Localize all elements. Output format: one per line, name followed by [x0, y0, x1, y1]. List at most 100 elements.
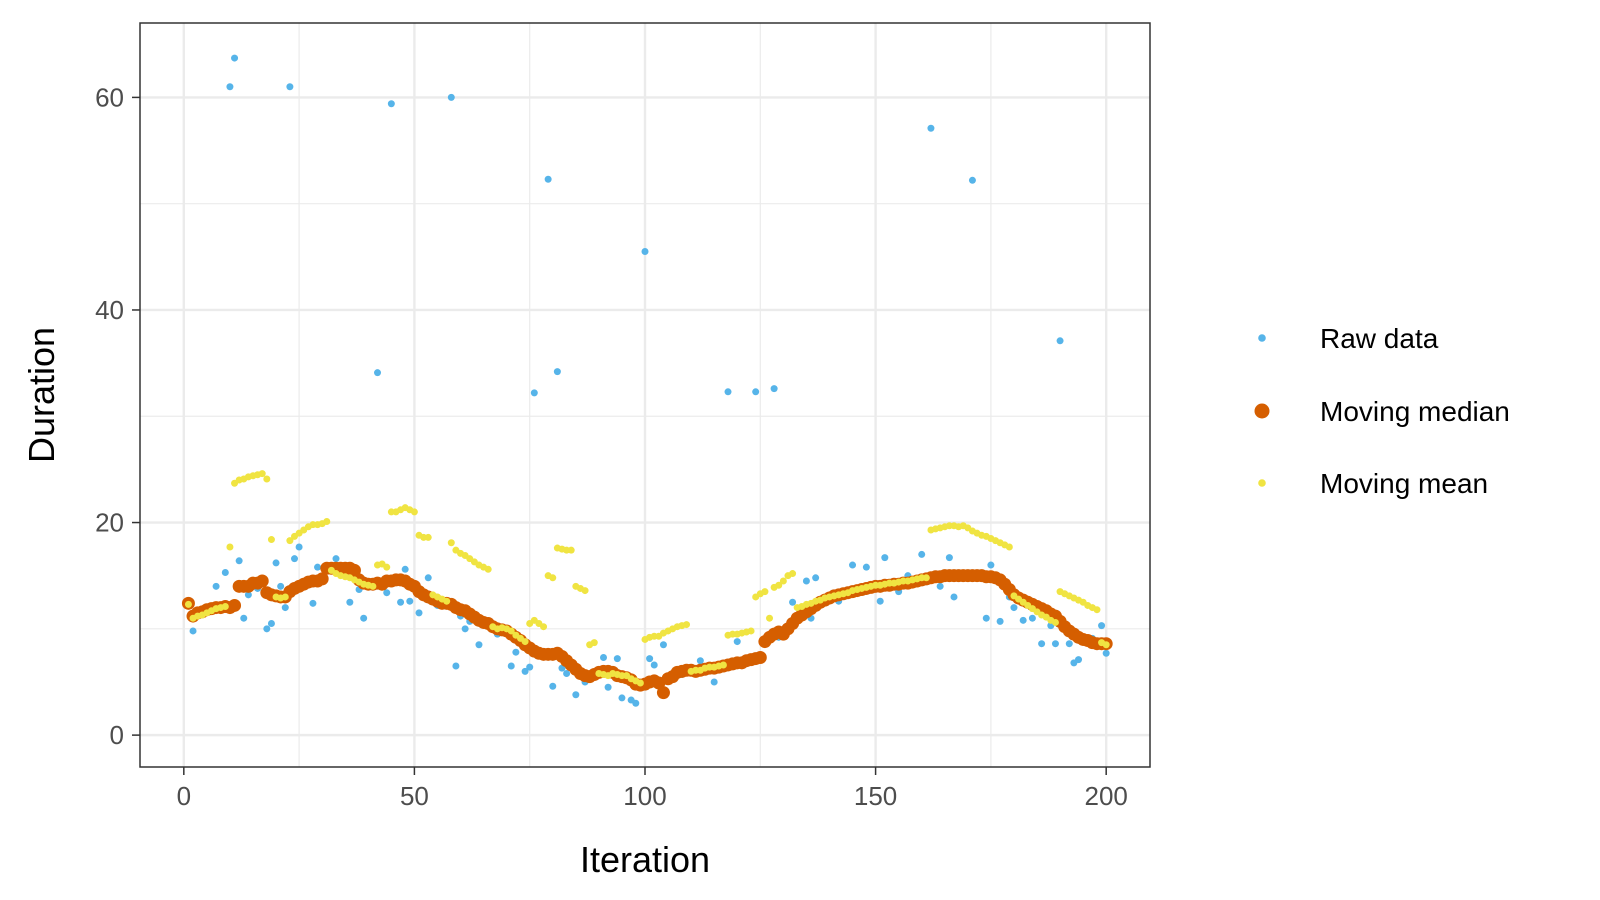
- raw-data-point: [447, 93, 455, 101]
- moving-mean-point: [286, 537, 294, 545]
- raw-data-point: [1056, 337, 1064, 345]
- raw-data-point: [212, 582, 220, 590]
- raw-data-point: [383, 589, 391, 597]
- legend-label-moving-mean: Moving mean: [1320, 468, 1488, 499]
- raw-data-point: [452, 662, 460, 670]
- raw-data-point: [272, 559, 280, 567]
- raw-data-point: [332, 555, 340, 563]
- moving-mean-point: [636, 679, 644, 687]
- x-tick-label: 50: [400, 781, 429, 811]
- moving-mean-point: [789, 570, 797, 578]
- raw-data-point: [530, 389, 538, 397]
- moving-mean-point: [747, 627, 755, 635]
- raw-data-point: [770, 385, 778, 393]
- raw-data-point: [1098, 622, 1106, 630]
- x-tick-label: 200: [1084, 781, 1127, 811]
- raw-data-point: [1102, 649, 1110, 657]
- raw-data-point: [461, 625, 469, 633]
- raw-data-point: [267, 620, 275, 628]
- moving-mean-point: [1093, 606, 1101, 614]
- raw-data-point: [290, 555, 298, 563]
- raw-data-point: [295, 543, 303, 551]
- moving-mean-point: [263, 475, 271, 483]
- raw-data-point: [521, 667, 529, 675]
- raw-data-point: [1065, 640, 1073, 648]
- moving-mean-point: [281, 593, 289, 601]
- moving-mean-point: [447, 539, 455, 547]
- moving-mean-point: [521, 638, 529, 646]
- raw-data-point: [618, 694, 626, 702]
- moving-mean-point: [1102, 641, 1110, 649]
- raw-data-point: [659, 641, 667, 649]
- moving-mean-point: [323, 517, 331, 525]
- raw-data-point: [572, 691, 580, 699]
- raw-data-point: [696, 657, 704, 665]
- x-tick-label: 150: [854, 781, 897, 811]
- y-axis: 0 20 40 60: [95, 82, 140, 750]
- raw-data-point: [526, 663, 534, 671]
- moving-median-point: [255, 574, 269, 588]
- raw-data-point: [650, 661, 658, 669]
- moving-mean-point: [383, 563, 391, 571]
- moving-mean-point: [1051, 618, 1059, 626]
- raw-data-point: [1038, 640, 1046, 648]
- series-raw-data: [189, 54, 1110, 707]
- raw-data-point: [812, 574, 820, 582]
- moving-mean-point: [258, 470, 266, 478]
- raw-data-point: [1019, 616, 1027, 624]
- x-tick-label: 100: [623, 781, 666, 811]
- raw-data-point: [849, 561, 857, 569]
- raw-data-point: [563, 669, 571, 677]
- raw-data-point: [599, 654, 607, 662]
- raw-data-point: [876, 597, 884, 605]
- moving-mean-point: [410, 508, 418, 516]
- raw-data-point: [512, 648, 520, 656]
- raw-data-point: [226, 83, 234, 91]
- moving-mean-point: [184, 600, 192, 608]
- moving-mean-point: [540, 623, 548, 631]
- raw-data-point: [397, 598, 405, 606]
- raw-data-point: [724, 388, 732, 396]
- raw-data-point: [881, 554, 889, 562]
- moving-mean-point: [719, 661, 727, 669]
- raw-data-point: [387, 100, 395, 108]
- raw-data-point: [646, 655, 654, 663]
- raw-data-point: [752, 388, 760, 396]
- raw-data-point: [950, 593, 958, 601]
- raw-data-point: [710, 678, 718, 686]
- raw-data-point: [604, 683, 612, 691]
- raw-data-point: [221, 568, 229, 576]
- grid-major: [140, 23, 1150, 767]
- raw-data-point: [968, 176, 976, 184]
- moving-mean-point: [581, 587, 589, 595]
- moving-mean-point: [922, 574, 930, 582]
- raw-data-point: [862, 563, 870, 571]
- moving-mean-point: [267, 536, 275, 544]
- legend-key-moving-median: [1254, 403, 1270, 419]
- raw-data-point: [231, 54, 239, 62]
- moving-mean-point: [549, 574, 557, 582]
- raw-data-point: [733, 638, 741, 646]
- raw-data-point: [475, 641, 483, 649]
- raw-data-point: [918, 550, 926, 558]
- raw-data-point: [789, 598, 797, 606]
- raw-data-point: [277, 582, 285, 590]
- legend-label-raw-data: Raw data: [1320, 323, 1439, 354]
- raw-data-point: [945, 554, 953, 562]
- legend-key-moving-mean: [1258, 479, 1266, 487]
- raw-data-point: [263, 625, 271, 633]
- raw-data-point: [544, 175, 552, 183]
- x-axis-title: Iteration: [580, 839, 710, 880]
- moving-mean-point: [226, 543, 234, 551]
- raw-data-point: [346, 598, 354, 606]
- legend-key-raw-data: [1258, 334, 1266, 342]
- raw-data-point: [240, 614, 248, 622]
- y-tick-label: 0: [110, 720, 124, 750]
- raw-data-point: [244, 591, 252, 599]
- raw-data-point: [936, 582, 944, 590]
- raw-data-point: [987, 561, 995, 569]
- moving-mean-point: [590, 639, 598, 647]
- raw-data-point: [281, 604, 289, 612]
- raw-data-point: [802, 577, 810, 585]
